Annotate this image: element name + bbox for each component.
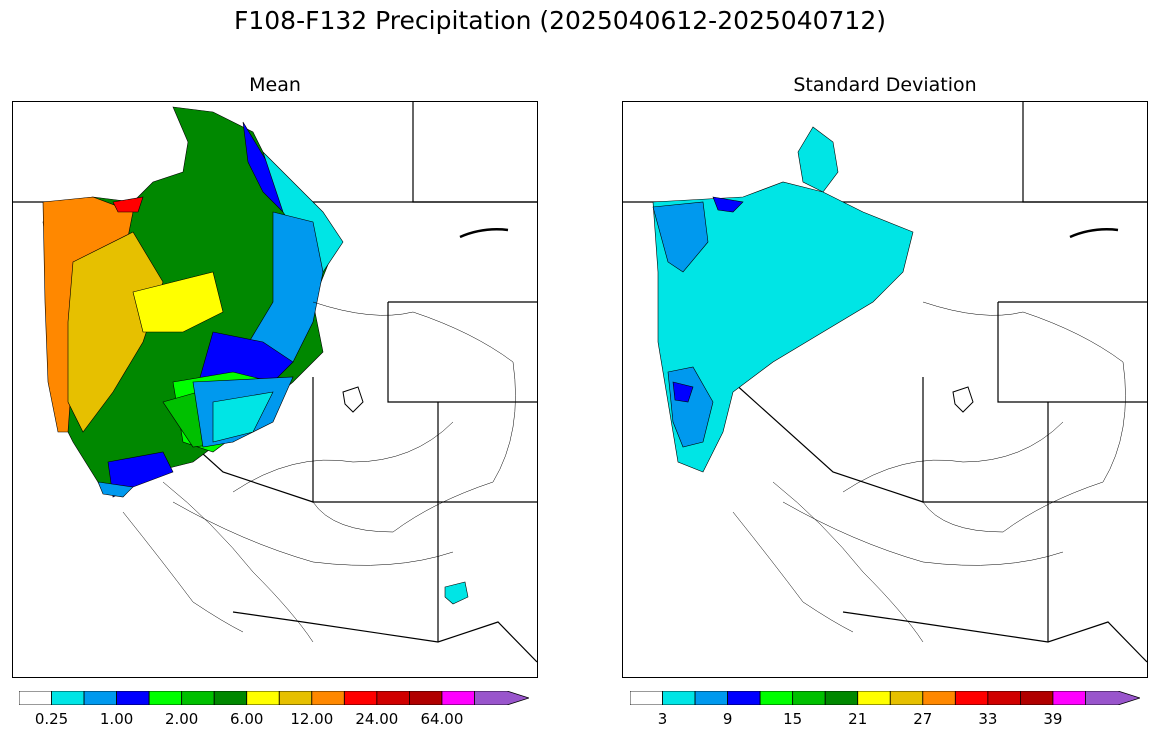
std-colorbar-tick-label: 39	[1043, 710, 1063, 728]
mean-colorbar-segment	[311, 690, 345, 706]
std-colorbar-segment	[1085, 690, 1142, 706]
mean-colorbar-segment	[441, 690, 475, 706]
std-colorbar-segment	[987, 690, 1021, 706]
std-colorbar-tick-label: 27	[913, 710, 933, 728]
std-colorbar	[629, 690, 1142, 706]
mean-colorbar-segment	[343, 690, 378, 706]
mean-colorbar-segment	[181, 690, 215, 706]
std-colorbar-labels: 3 9 15 21 27 33 39	[630, 710, 1140, 730]
figure-title: F108-F132 Precipitation (2025040612-2025…	[233, 6, 886, 35]
mean-colorbar-segment	[83, 690, 117, 706]
mean-colorbar	[18, 690, 531, 706]
std-colorbar-segment	[954, 690, 989, 706]
std-precip-field	[652, 126, 914, 473]
mean-colorbar-segment	[376, 690, 410, 706]
std-colorbar-segment	[857, 690, 891, 706]
mean-colorbar-segment	[278, 690, 313, 706]
mean-colorbar-segment	[116, 690, 150, 706]
mean-colorbar-segment	[213, 690, 248, 706]
mean-colorbar-segment	[18, 690, 52, 706]
std-panel-title: Standard Deviation	[793, 74, 977, 96]
mean-colorbar-segment	[148, 690, 183, 706]
mean-colorbar-segment	[246, 690, 280, 706]
mean-panel-title: Mean	[249, 74, 301, 96]
std-colorbar-segment	[694, 690, 728, 706]
std-colorbar-segment	[1052, 690, 1086, 706]
std-colorbar-tick-label: 33	[978, 710, 998, 728]
mean-colorbar-segment	[51, 690, 85, 706]
mean-colorbar-segment	[474, 690, 531, 706]
mean-colorbar-tick-label: 64.00	[420, 710, 464, 728]
std-map	[622, 101, 1148, 678]
std-colorbar-tick-label: 3	[657, 710, 668, 728]
mean-colorbar-tick-label: 24.00	[355, 710, 399, 728]
mean-precip-field	[42, 106, 469, 605]
std-colorbar-tick-label: 21	[848, 710, 868, 728]
basin-lines	[122, 301, 516, 643]
mean-colorbar-tick-label: 6.00	[230, 710, 264, 728]
std-colorbar-segment	[629, 690, 663, 706]
mean-map	[12, 101, 538, 678]
std-colorbar-tick-label: 9	[722, 710, 733, 728]
std-colorbar-segment	[792, 690, 826, 706]
mean-colorbar-labels: 0.25 1.00 2.00 6.00 12.00 24.00 64.00	[19, 710, 529, 730]
std-colorbar-segment	[922, 690, 956, 706]
std-colorbar-segment	[889, 690, 924, 706]
std-colorbar-segment	[824, 690, 859, 706]
std-colorbar-segment	[1019, 690, 1054, 706]
mean-colorbar-tick-label: 0.25	[34, 710, 69, 728]
std-colorbar-segment	[759, 690, 794, 706]
mean-colorbar-segment	[408, 690, 443, 706]
mean-colorbar-tick-label: 1.00	[99, 710, 134, 728]
basin-lines	[732, 301, 1126, 643]
std-colorbar-segment	[662, 690, 696, 706]
std-colorbar-segment	[727, 690, 761, 706]
std-colorbar-tick-label: 15	[783, 710, 803, 728]
mean-colorbar-tick-label: 2.00	[164, 710, 199, 728]
mean-colorbar-tick-label: 12.00	[290, 710, 334, 728]
